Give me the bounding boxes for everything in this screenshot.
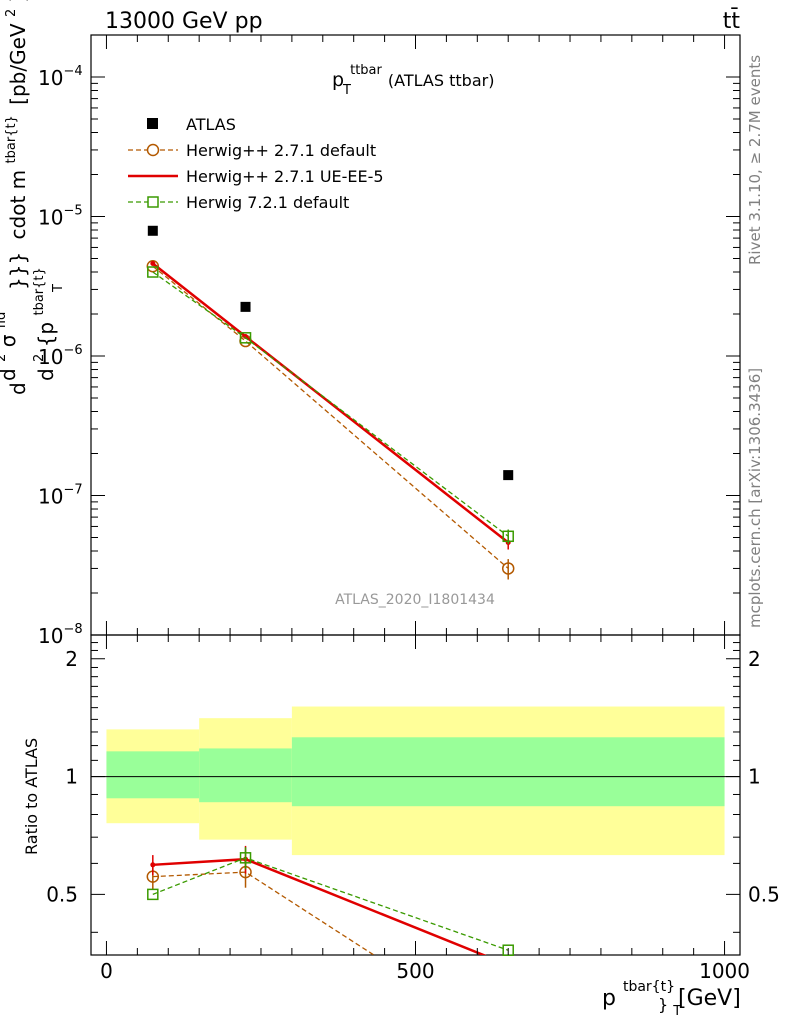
plot-title-sub: T [342,83,351,98]
ratio-line-herwig-2-7-1-default [152,871,376,955]
legend-label: ATLAS [186,115,236,134]
ratio-ytick-label-left: 1 [65,765,78,789]
plot-title-suffix: (ATLAS ttbar) [388,71,495,90]
main-ylabel-mass-sup: tbar{t} [4,115,19,163]
legend-marker-atlas [147,118,158,129]
rivet-side-label: Rivet 3.1.10, ≥ 2.7M events [746,55,764,265]
main-point-herwig-2-7-1-ue-ee-5 [150,261,156,267]
ratio-series-layer [146,845,514,956]
svg-text:}}} cdot m tbar{t}: }}} cdot m tbar{t} [pb/GeV 2 ] [0,0,30,290]
main-ylabel-close: }}} [6,252,30,290]
xlabel: p tbar{t} [602,979,675,1011]
xlabel-unit: [GeV] [678,986,741,1011]
plot-title: p ttbar (ATLAS ttbar) [332,57,494,91]
main-ylabel-den-p: {p [34,322,58,347]
main-line-herwig-2-7-1-default [152,265,509,569]
svg-text:d 2 {p tbar{: d 2 {p tbar{t} [24,267,58,381]
main-point-atlas [503,470,514,481]
legend: ATLAS Herwig++ 2.7.1 default Herwig++ 2.7.… [128,115,384,212]
svg-text:d d 2 σ: d d 2 σ fid [0,312,30,395]
main-ytick-label: 10−7 [38,482,83,508]
main-line-herwig-7-2-1-default [152,271,509,537]
legend-label: Herwig 7.2.1 default [186,193,349,212]
xtick-label: 0 [100,959,113,983]
ratio-ytick-label-left: 2 [65,647,78,671]
analysis-watermark: ATLAS_2020_I1801434 [335,592,495,608]
main-point-herwig-2-7-1-default [146,259,160,273]
main-ylabel-d: d [6,382,30,395]
main-ytick-label: 10−6 [38,343,83,369]
main-ytick-label: 10−4 [38,64,83,90]
main-ylabel-frac-d: d [0,368,20,381]
main-ylabel-fid: fid [0,312,9,328]
ratio-uncertainty-bands [106,706,725,856]
x-ticks: 0 500 1000 [100,35,750,983]
main-line-herwig-2-7-1-ue-ee-5 [152,262,509,544]
main-ylabel-cdot: cdot m [6,170,30,240]
legend-label: Herwig++ 2.7.1 default [186,141,376,160]
plot-title-sup: ttbar [350,63,382,78]
xlabel-sub-t: T [672,1004,681,1019]
band-inner-2 [291,737,725,807]
main-ytick-label: 10−5 [38,203,83,229]
main-ylabel-sigma: σ [0,334,20,347]
ratio-point-herwig-7-2-1-default [147,888,159,901]
main-ylabel-T: T [51,284,66,293]
xtick-label: 500 [396,959,434,983]
xtick-label: 1000 [699,959,750,983]
legend-marker-square [147,196,159,208]
band-inner-1 [199,748,292,803]
main-ylabel: d d 2 σ fid d 2 {p tbar{t} }}} cdot m tb… [0,0,58,395]
ratio-point-herwig-7-2-1-default [239,852,252,864]
main-ylabel-den-d: d [34,368,58,381]
plot-title-main: p [332,69,344,91]
xlabel-main: p [602,986,616,1011]
ratio-ytick-label-right: 1 [748,765,761,789]
main-point-herwig-2-7-1-ue-ee-5 [243,333,249,339]
main-point-herwig-7-2-1-default [147,266,159,278]
main-ytick-label: 10−8 [38,622,83,648]
main-ylabel-unit-exp: 2 [4,9,19,17]
main-point-herwig-7-2-1-default [239,332,252,344]
main-point-herwig-2-7-1-default [501,562,515,575]
ratio-ytick-label-left: 0.5 [46,882,78,906]
ratio-point-herwig-2-7-1-ue-ee-5 [150,862,156,868]
ratio-ytick-label-right: 2 [748,647,761,671]
xlabel-sup: tbar{t} [623,979,675,995]
ratio-line-herwig-2-7-1-ue-ee-5 [152,857,487,955]
main-ylabel-den-exp: 2 [32,354,47,362]
legend-label: Herwig++ 2.7.1 UE-EE-5 [186,167,384,186]
main-point-atlas [240,301,251,312]
main-ylabel-unit-close: ] [6,0,30,2]
legend-marker-circle [146,143,160,157]
process-label: tt̄ [723,8,741,34]
ratio-line-herwig-7-2-1-default [152,857,509,951]
xlabel-sub: } T [658,995,681,1019]
main-ylabel-den-sup: tbar{t} [32,267,47,315]
mcplots-side-label: mcplots.cern.ch [arXiv:1306.3436] [746,368,764,628]
ratio-ytick-label-right: 0.5 [748,882,780,906]
energy-label: 13000 GeV pp [105,9,263,34]
main-point-herwig-7-2-1-default [502,530,514,543]
ratio-y-ticks: 2 2 1 1 0.5 0.5 [46,642,780,933]
ratio-point-herwig-7-2-1-default [502,944,514,956]
xlabel-sub-brace: } [658,995,668,1014]
band-inner-0 [106,751,200,799]
ratio-ylabel: Ratio to ATLAS [22,738,41,855]
main-series-layer [146,225,515,580]
main-ylabel-exp: 2 [0,354,9,362]
main-ylabel-unit: [pb/GeV [6,23,30,105]
main-point-atlas [147,225,158,236]
main-y-ticks: 10−4 10−5 10−6 10−7 10−8 [38,34,740,648]
